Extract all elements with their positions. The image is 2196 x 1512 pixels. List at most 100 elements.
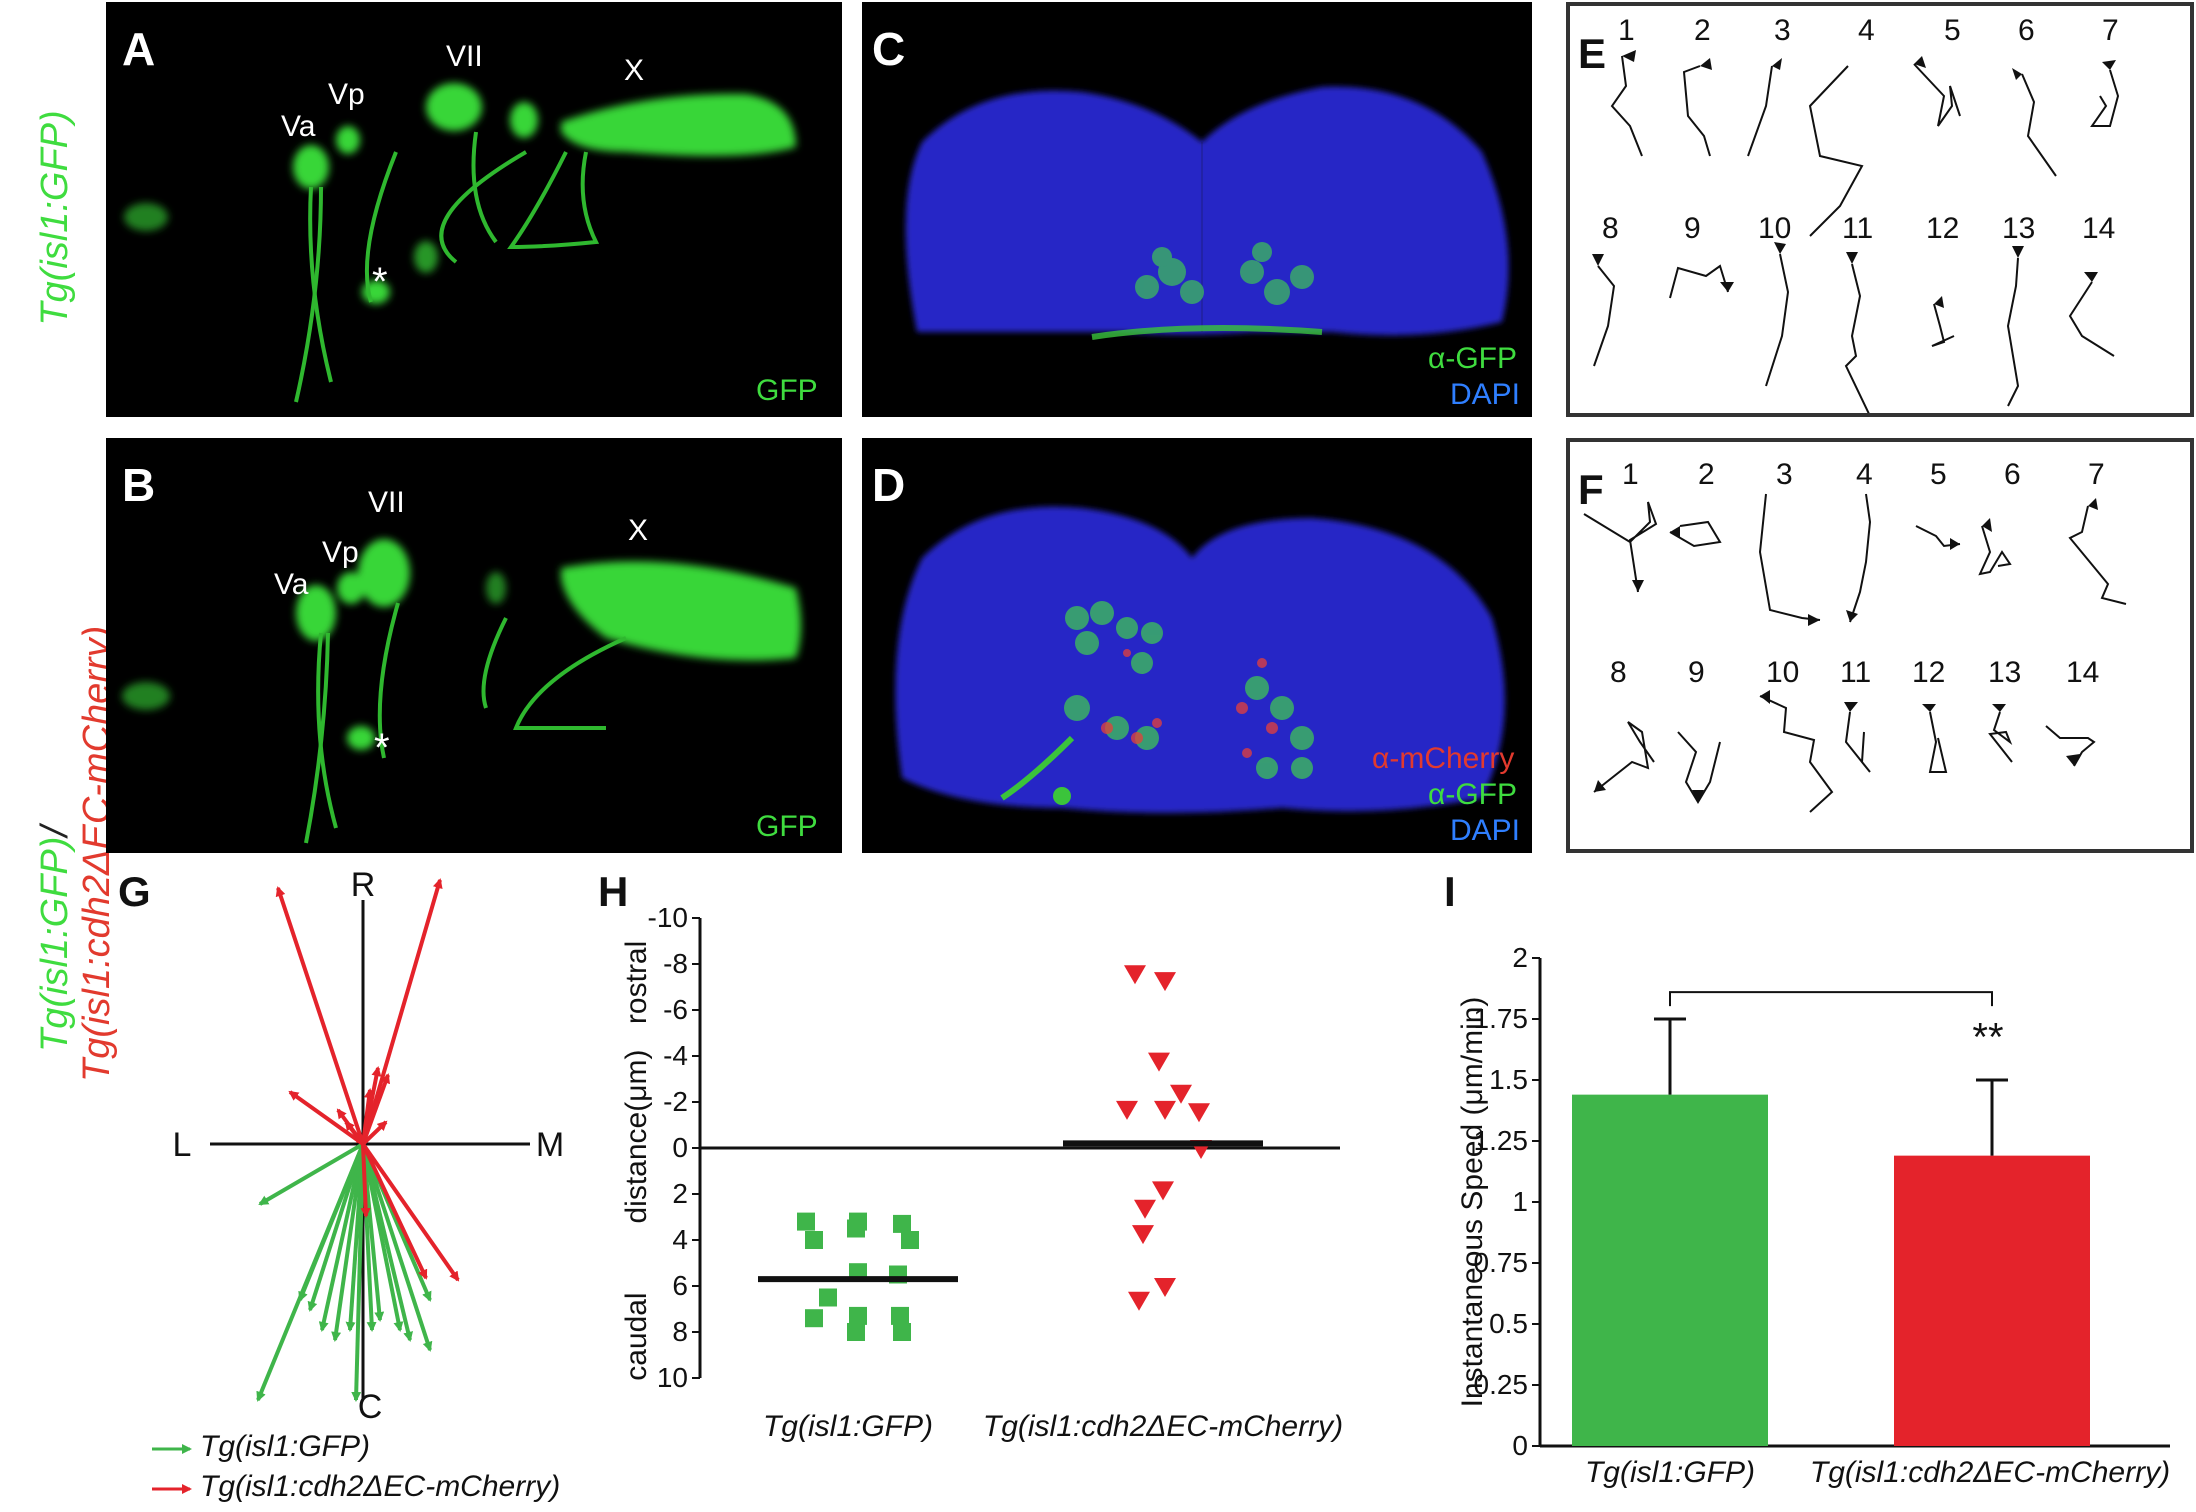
panel-d: D α-mCherry α-GFP DAPI [862,438,1532,853]
panel-g-letter: G [118,868,151,915]
h-category-label-0: Tg(isl1:GFP) [763,1410,933,1443]
panel-c-stain-gfp: α-GFP [1428,342,1518,375]
h-tick-label-8: 6 [672,1270,688,1301]
panel-f-num-5: 5 [1930,458,1947,491]
h-tick-label-9: 8 [672,1316,688,1347]
h-tick-label-5: 0 [672,1132,688,1163]
panel-e-num-11: 11 [1842,212,1874,245]
h-point-cdh2-12 [1128,1291,1150,1311]
h-point-gfp-13 [893,1323,911,1341]
panel-a: A Va Vp VII X * GFP [106,2,842,417]
i-tick-label-0: 0 [1512,1430,1528,1461]
h-y-label-top: rostral [620,941,653,1024]
h-point-gfp-11 [805,1309,823,1328]
h-point-cdh2-8 [1152,1181,1174,1201]
panel-g-axis-l: L [173,1126,192,1164]
h-point-gfp-9 [849,1306,867,1325]
panel-a-letter: A [122,23,156,75]
panel-b-label-vp: Vp [322,536,359,569]
panel-a-star: * [372,260,388,304]
panel-b-label-va: Va [274,568,309,601]
i-tick-label-1: 0.25 [1474,1369,1529,1400]
panel-f-num-3: 3 [1776,458,1793,491]
h-tick-label-6: 2 [672,1178,688,1209]
panel-a-image [124,83,796,403]
panel-d-letter: D [872,459,906,511]
panel-d-image [895,506,1505,813]
h-tick-label-4: -2 [663,1086,688,1117]
panel-i-bar-chart: 0 0.25 0.5 0.75 1 1.25 1.5 1.75 2 Instantaneous S… [1456,942,2170,1489]
h-point-cdh2-5 [1154,1100,1176,1120]
panel-b-letter: B [122,459,156,511]
i-tick-label-5: 1.25 [1474,1125,1529,1156]
side-label-top: Tg(isl1:GFP) [34,110,77,325]
panel-h-letter: H [598,868,629,915]
panel-f-num-1: 1 [1622,458,1639,491]
panel-e-num-12: 12 [1926,212,1960,245]
h-tick-label-0: -10 [648,902,688,933]
panel-d-stain-dapi: DAPI [1450,814,1521,847]
panel-f-num-6: 6 [2004,458,2021,491]
panel-f-num-7: 7 [2088,458,2105,491]
h-point-cdh2-10 [1132,1225,1154,1245]
side-label-slash: / [34,826,76,837]
panel-c-stain-dapi: DAPI [1450,378,1521,411]
i-tick-label-7: 1.75 [1474,1003,1529,1034]
panel-a-label-vp: Vp [328,78,365,111]
panel-f: F 1 2 3 4 5 6 7 8 9 10 11 12 13 14 [1566,438,2194,853]
panel-b-star: * [374,726,390,770]
h-point-gfp-8 [819,1288,837,1307]
panel-g-axis-m: M [536,1126,564,1164]
i-significance-bracket [1669,991,1993,1007]
panel-e-num-13: 13 [2002,212,2036,245]
panel-b-image [122,539,801,844]
panel-e-num-10: 10 [1758,212,1792,245]
panel-e-num-7: 7 [2102,14,2119,47]
i-tick-label-2: 0.5 [1489,1308,1528,1339]
panel-f-num-2: 2 [1698,458,1715,491]
i-significance-label: ** [1972,1016,2003,1060]
panel-e: E 1 2 3 4 5 6 7 8 9 10 11 12 13 14 [1566,2,2194,417]
panel-e-num-2: 2 [1694,14,1711,47]
panel-f-num-8: 8 [1610,656,1627,689]
panel-e-letter: E [1578,30,1607,77]
panel-f-num-12: 12 [1912,656,1946,689]
h-point-gfp-10 [891,1306,909,1325]
panel-f-num-13: 13 [1988,656,2022,689]
i-bar-1 [1894,1155,2090,1446]
h-tick-label-7: 4 [672,1224,688,1255]
i-category-label-0: Tg(isl1:GFP) [1585,1456,1755,1489]
panel-a-label-va: Va [281,110,316,143]
panel-f-tracks [1583,493,2127,813]
h-category-label-1: Tg(isl1:cdh2ΔEC-mCherry) [983,1410,1343,1443]
panel-e-num-5: 5 [1944,14,1961,47]
panel-e-num-6: 6 [2018,14,2035,47]
panel-b: B Va Vp VII X * GFP [106,438,842,853]
panel-e-num-8: 8 [1602,212,1619,245]
i-category-label-1: Tg(isl1:cdh2ΔEC-mCherry) [1810,1456,2170,1489]
panel-c-letter: C [872,23,906,75]
h-point-gfp-3 [847,1219,865,1238]
panel-c-image [905,86,1509,340]
panel-i-letter: I [1444,868,1456,915]
h-point-cdh2-0 [1124,965,1146,985]
panel-g-vector-plot: R C L M [173,866,565,1420]
i-tick-label-3: 0.75 [1474,1247,1529,1278]
h-point-gfp-12 [847,1323,865,1341]
h-point-cdh2-2 [1148,1052,1170,1072]
h-point-gfp-0 [797,1212,815,1231]
h-y-label: distance(μm) [620,1050,653,1224]
panel-e-num-1: 1 [1618,14,1635,47]
h-point-cdh2-3 [1170,1084,1192,1104]
i-tick-label-4: 1 [1512,1186,1528,1217]
panel-g-legend-red: Tg(isl1:cdh2ΔEC-mCherry) [200,1470,561,1503]
side-label-bottom-green: Tg(isl1:GFP) [34,836,76,1052]
panel-a-stain: GFP [756,374,818,407]
h-tick-label-1: -8 [663,948,688,979]
panel-b-stain: GFP [756,810,818,843]
panel-b-label-vii: VII [368,486,405,519]
i-tick-label-8: 2 [1512,942,1528,973]
panel-c: C α-GFP DAPI [862,2,1532,417]
panel-d-stain-mcherry: α-mCherry [1372,742,1515,775]
panel-f-num-10: 10 [1766,656,1800,689]
